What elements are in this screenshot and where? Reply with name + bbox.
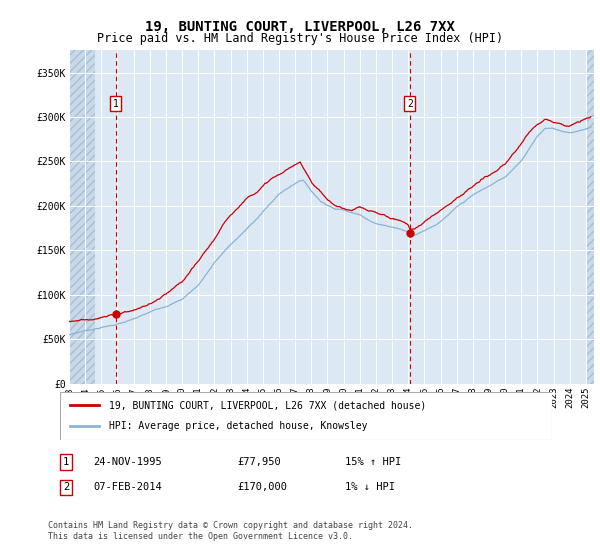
Text: 1: 1 xyxy=(113,99,119,109)
Bar xyxy=(69,50,95,384)
Text: Price paid vs. HM Land Registry's House Price Index (HPI): Price paid vs. HM Land Registry's House … xyxy=(97,32,503,45)
FancyBboxPatch shape xyxy=(60,392,552,440)
Text: Contains HM Land Registry data © Crown copyright and database right 2024.
This d: Contains HM Land Registry data © Crown c… xyxy=(48,521,413,540)
Text: 1: 1 xyxy=(63,457,69,467)
Text: 19, BUNTING COURT, LIVERPOOL, L26 7XX: 19, BUNTING COURT, LIVERPOOL, L26 7XX xyxy=(145,20,455,34)
Text: 07-FEB-2014: 07-FEB-2014 xyxy=(93,482,162,492)
Text: 15% ↑ HPI: 15% ↑ HPI xyxy=(345,457,401,467)
Text: HPI: Average price, detached house, Knowsley: HPI: Average price, detached house, Know… xyxy=(109,421,368,431)
Text: 24-NOV-1995: 24-NOV-1995 xyxy=(93,457,162,467)
Text: £170,000: £170,000 xyxy=(237,482,287,492)
Text: 2: 2 xyxy=(407,99,413,109)
Text: £77,950: £77,950 xyxy=(237,457,281,467)
Text: 1% ↓ HPI: 1% ↓ HPI xyxy=(345,482,395,492)
Bar xyxy=(586,50,596,384)
Text: 19, BUNTING COURT, LIVERPOOL, L26 7XX (detached house): 19, BUNTING COURT, LIVERPOOL, L26 7XX (d… xyxy=(109,400,427,410)
Text: 2: 2 xyxy=(63,482,69,492)
